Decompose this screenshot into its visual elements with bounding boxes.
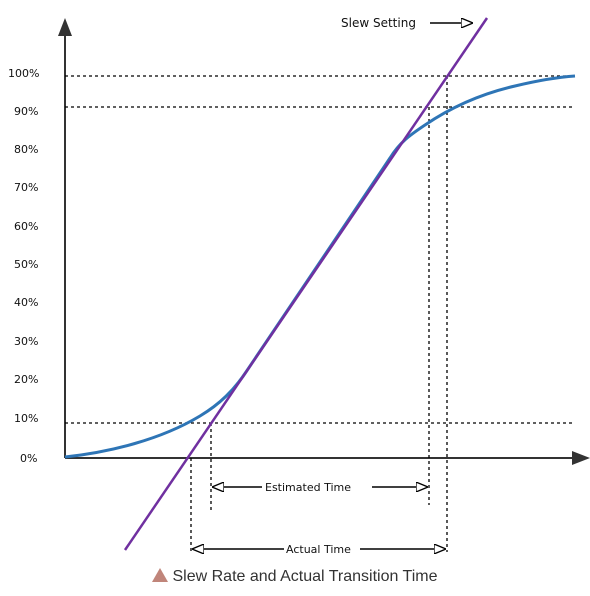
transition-curve (64, 74, 576, 459)
slew-setting-label: Slew Setting (341, 16, 416, 30)
y-tick-90: 90% (14, 105, 38, 118)
estimated-time-label: Estimated Time (265, 481, 351, 494)
y-tick-30: 30% (14, 335, 38, 348)
slew-rate-diagram: 100% 90% 80% 70% 60% 50% 40% 30% 20% 10%… (8, 16, 590, 556)
y-tick-100: 100% (8, 67, 39, 80)
y-tick-labels: 100% 90% 80% 70% 60% 50% 40% 30% 20% 10%… (8, 67, 39, 465)
y-tick-0: 0% (20, 452, 37, 465)
caption-text: Slew Rate and Actual Transition Time (172, 568, 438, 585)
actual-time-label: Actual Time (286, 543, 351, 556)
y-tick-70: 70% (14, 181, 38, 194)
y-tick-20: 20% (14, 373, 38, 386)
caption-triangle-icon (152, 568, 169, 582)
figure-caption: Slew Rate and Actual Transition Time (0, 568, 590, 586)
y-tick-50: 50% (14, 258, 38, 271)
y-axis-arrow-icon (58, 18, 72, 36)
y-tick-10: 10% (14, 412, 38, 425)
slew-setting-line (123, 17, 489, 551)
y-tick-80: 80% (14, 143, 38, 156)
x-axis-arrow-icon (572, 451, 590, 465)
y-tick-40: 40% (14, 296, 38, 309)
y-tick-60: 60% (14, 220, 38, 233)
